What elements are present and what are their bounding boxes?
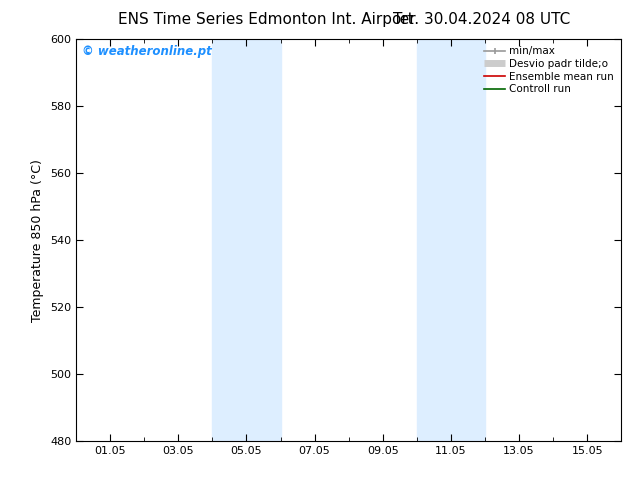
Y-axis label: Temperature 850 hPa (°C): Temperature 850 hPa (°C) <box>32 159 44 321</box>
Text: ENS Time Series Edmonton Int. Airport: ENS Time Series Edmonton Int. Airport <box>119 12 414 27</box>
Legend: min/max, Desvio padr tilde;o, Ensemble mean run, Controll run: min/max, Desvio padr tilde;o, Ensemble m… <box>482 45 616 97</box>
Bar <box>212 39 280 441</box>
Bar <box>417 39 485 441</box>
Text: © weatheronline.pt: © weatheronline.pt <box>82 45 211 58</box>
Text: Ter. 30.04.2024 08 UTC: Ter. 30.04.2024 08 UTC <box>393 12 571 27</box>
